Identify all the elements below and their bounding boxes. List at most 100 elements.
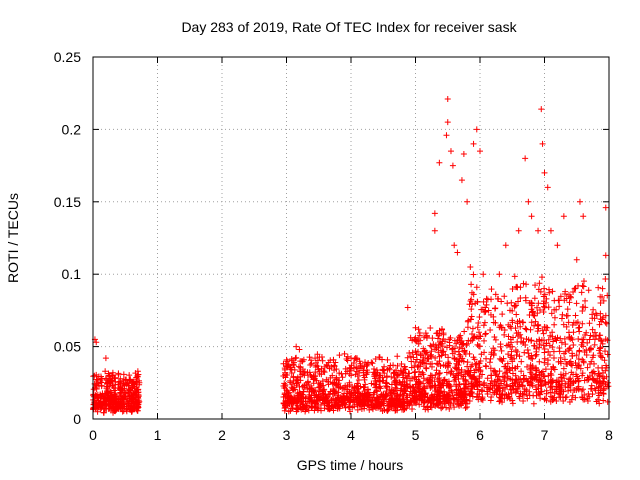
data-point	[541, 323, 548, 330]
data-point	[556, 385, 563, 392]
data-point	[545, 336, 552, 343]
data-point	[589, 326, 596, 333]
data-point	[326, 391, 333, 398]
data-point	[541, 346, 548, 353]
data-point	[508, 299, 515, 306]
data-point	[567, 378, 574, 385]
data-point	[288, 356, 295, 363]
data-point	[531, 374, 538, 381]
data-point	[597, 350, 604, 357]
data-point	[591, 315, 598, 322]
data-point	[377, 372, 384, 379]
data-point	[553, 306, 560, 313]
data-point	[498, 380, 505, 387]
data-point	[537, 288, 544, 295]
data-point	[426, 379, 433, 386]
data-point	[418, 396, 425, 403]
data-point	[499, 391, 506, 398]
data-point	[453, 389, 460, 396]
data-point	[314, 351, 321, 358]
data-point	[346, 408, 353, 415]
data-point	[436, 378, 443, 385]
data-point	[511, 273, 518, 280]
data-point	[525, 198, 532, 205]
data-point	[119, 382, 126, 389]
data-point	[579, 356, 586, 363]
data-point	[290, 373, 297, 380]
data-point	[573, 300, 580, 307]
data-point	[446, 405, 453, 412]
data-point	[563, 312, 570, 319]
data-point	[513, 330, 520, 337]
data-point	[572, 312, 579, 319]
data-point	[602, 312, 609, 319]
data-point	[400, 406, 407, 413]
data-point	[415, 326, 422, 333]
data-point	[328, 364, 335, 371]
data-point	[527, 326, 534, 333]
data-point	[580, 283, 587, 290]
data-point	[478, 351, 485, 358]
data-point	[528, 213, 535, 220]
data-point	[544, 184, 551, 191]
data-point	[392, 407, 399, 414]
data-point	[540, 308, 547, 315]
data-point	[93, 339, 100, 346]
data-point	[308, 357, 315, 364]
data-point	[575, 363, 582, 370]
data-point	[334, 405, 341, 412]
x-axis-label: GPS time / hours	[297, 457, 404, 473]
data-point	[602, 319, 609, 326]
data-point	[547, 227, 554, 234]
data-point	[417, 337, 424, 344]
data-point	[350, 387, 357, 394]
data-point	[387, 400, 394, 407]
data-point	[473, 126, 480, 133]
data-point	[519, 391, 526, 398]
data-point	[531, 322, 538, 329]
data-point	[282, 371, 289, 378]
data-point	[509, 317, 516, 324]
data-point	[368, 380, 375, 387]
data-point	[560, 213, 567, 220]
data-point	[575, 386, 582, 393]
data-point	[102, 355, 109, 362]
data-point	[396, 379, 403, 386]
data-point	[487, 311, 494, 318]
data-point	[508, 386, 515, 393]
data-point	[355, 376, 362, 383]
data-point	[566, 345, 573, 352]
data-point	[500, 355, 507, 362]
data-point	[465, 381, 472, 388]
data-point	[135, 371, 142, 378]
data-point	[117, 395, 124, 402]
data-point	[307, 362, 314, 369]
data-point	[132, 388, 139, 395]
data-point	[442, 351, 449, 358]
data-point	[605, 383, 612, 390]
data-point	[436, 330, 443, 337]
data-point	[507, 343, 514, 350]
data-point	[478, 387, 485, 394]
data-point	[520, 397, 527, 404]
data-point	[516, 395, 523, 402]
data-point	[327, 357, 334, 364]
data-point	[392, 407, 399, 414]
data-point	[538, 106, 545, 113]
data-point	[559, 311, 566, 318]
data-point	[589, 354, 596, 361]
data-point	[440, 393, 447, 400]
data-point	[570, 289, 577, 296]
data-point	[401, 363, 408, 370]
data-point	[431, 210, 438, 217]
data-point	[578, 387, 585, 394]
x-axis-ticks: 0 1 2 3 4 5 6 7 8	[89, 57, 613, 443]
data-point	[420, 375, 427, 382]
data-point	[503, 381, 510, 388]
data-point	[541, 291, 548, 298]
data-point	[351, 384, 358, 391]
data-point	[126, 393, 133, 400]
data-point	[551, 314, 558, 321]
data-point	[106, 372, 113, 379]
data-point	[508, 325, 515, 332]
